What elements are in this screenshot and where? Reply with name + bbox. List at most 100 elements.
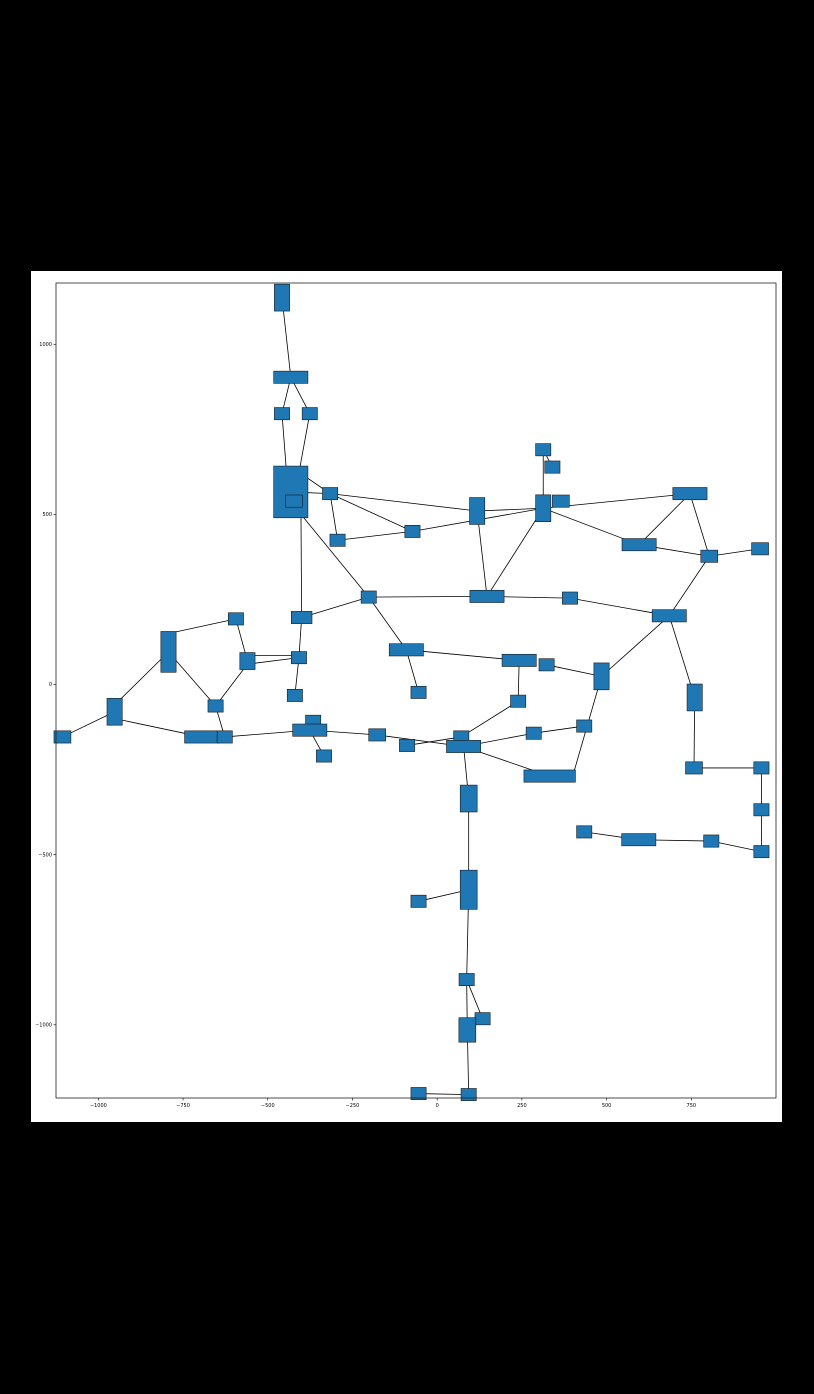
node-39 bbox=[216, 730, 233, 744]
edge-3 bbox=[281, 413, 287, 471]
node-2 bbox=[274, 407, 290, 421]
edge-40 bbox=[247, 657, 299, 665]
node-49 bbox=[523, 769, 576, 783]
node-11 bbox=[544, 460, 561, 474]
y-tick-label-4: −1000 bbox=[35, 1023, 52, 1029]
node-17 bbox=[751, 542, 769, 556]
node-30 bbox=[593, 662, 610, 691]
plot-frame bbox=[55, 282, 777, 1099]
edge-28 bbox=[301, 596, 369, 618]
edge-45 bbox=[517, 660, 520, 702]
node-47 bbox=[525, 726, 542, 740]
edge-46 bbox=[546, 664, 602, 677]
node-4 bbox=[273, 465, 309, 519]
node-3 bbox=[301, 407, 318, 421]
node-layer bbox=[53, 283, 770, 1102]
edge-27 bbox=[368, 596, 487, 598]
edge-10 bbox=[337, 531, 413, 541]
x-tick-label-7: 750 bbox=[687, 1103, 697, 1109]
node-7 bbox=[329, 533, 346, 547]
node-42 bbox=[316, 749, 332, 763]
node-5 bbox=[285, 494, 303, 508]
node-43 bbox=[368, 728, 386, 742]
node-23 bbox=[227, 612, 244, 626]
node-57 bbox=[703, 834, 720, 848]
edge-43 bbox=[406, 649, 520, 661]
node-52 bbox=[753, 803, 770, 817]
edge-75 bbox=[418, 1093, 469, 1095]
edge-32 bbox=[601, 615, 670, 677]
node-31 bbox=[410, 685, 427, 699]
y-tick-label-0: 1000 bbox=[39, 342, 52, 348]
edge-56 bbox=[406, 736, 462, 746]
node-22 bbox=[291, 611, 313, 624]
node-58 bbox=[459, 869, 478, 910]
edge-44 bbox=[405, 649, 419, 693]
node-61 bbox=[474, 1012, 491, 1026]
node-55 bbox=[576, 825, 593, 839]
y-tick-label-2: 0 bbox=[49, 682, 52, 688]
node-62 bbox=[458, 1017, 477, 1043]
x-axis: −1000 −750 −500 −250 0 250 500 750 bbox=[90, 1098, 696, 1109]
x-tick-label-0: −1000 bbox=[90, 1103, 107, 1109]
node-32 bbox=[286, 689, 303, 702]
node-41 bbox=[292, 723, 328, 737]
node-37 bbox=[53, 730, 72, 744]
edge-72 bbox=[466, 979, 483, 1019]
node-38 bbox=[184, 730, 220, 744]
x-tick-label-4: 0 bbox=[436, 1103, 439, 1109]
node-63 bbox=[410, 1087, 427, 1101]
node-56 bbox=[621, 833, 657, 847]
edge-layer bbox=[62, 297, 762, 1095]
x-tick-label-3: −250 bbox=[346, 1103, 360, 1109]
node-25 bbox=[239, 652, 256, 670]
edge-59 bbox=[533, 725, 585, 734]
node-21 bbox=[651, 609, 687, 623]
edge-35 bbox=[168, 618, 237, 634]
node-19 bbox=[469, 589, 505, 603]
node-53 bbox=[753, 845, 770, 859]
edge-38 bbox=[114, 651, 169, 706]
node-1 bbox=[273, 370, 309, 384]
node-35 bbox=[686, 683, 703, 712]
edge-24 bbox=[668, 556, 710, 617]
edge-13 bbox=[477, 507, 544, 512]
edge-18 bbox=[486, 508, 544, 597]
node-8 bbox=[404, 524, 421, 538]
edge-25 bbox=[300, 514, 370, 598]
node-33 bbox=[106, 698, 123, 726]
edge-12 bbox=[329, 493, 413, 532]
node-0 bbox=[274, 283, 290, 312]
node-6 bbox=[322, 487, 339, 501]
node-64 bbox=[460, 1088, 477, 1102]
node-20 bbox=[562, 591, 578, 605]
node-16 bbox=[700, 549, 719, 563]
edge-21 bbox=[689, 493, 710, 557]
node-15 bbox=[621, 538, 657, 552]
x-tick-label-2: −500 bbox=[261, 1103, 275, 1109]
node-54 bbox=[459, 784, 478, 813]
node-60 bbox=[458, 973, 475, 987]
node-50 bbox=[685, 761, 703, 775]
x-tick-label-6: 500 bbox=[602, 1103, 612, 1109]
node-12 bbox=[535, 494, 552, 523]
edge-69 bbox=[711, 840, 762, 853]
node-24 bbox=[160, 631, 177, 673]
edge-20 bbox=[638, 493, 691, 545]
node-27 bbox=[388, 643, 424, 657]
node-48 bbox=[576, 719, 593, 733]
edge-26 bbox=[300, 514, 303, 618]
network-chart: −1000 −750 −500 −250 0 250 500 750 1000 500 0 −500… bbox=[35, 282, 777, 1109]
node-28 bbox=[501, 653, 537, 667]
node-29 bbox=[538, 658, 555, 672]
node-36 bbox=[510, 694, 527, 708]
edge-41 bbox=[215, 663, 248, 707]
edge-29 bbox=[368, 596, 407, 651]
y-tick-label-1: 500 bbox=[42, 512, 52, 518]
node-51 bbox=[753, 761, 770, 775]
edge-4 bbox=[298, 413, 311, 471]
node-34 bbox=[207, 699, 224, 713]
edge-9 bbox=[330, 493, 478, 512]
x-tick-label-1: −750 bbox=[176, 1103, 190, 1109]
y-axis: 1000 500 0 −500 −1000 bbox=[35, 342, 56, 1029]
